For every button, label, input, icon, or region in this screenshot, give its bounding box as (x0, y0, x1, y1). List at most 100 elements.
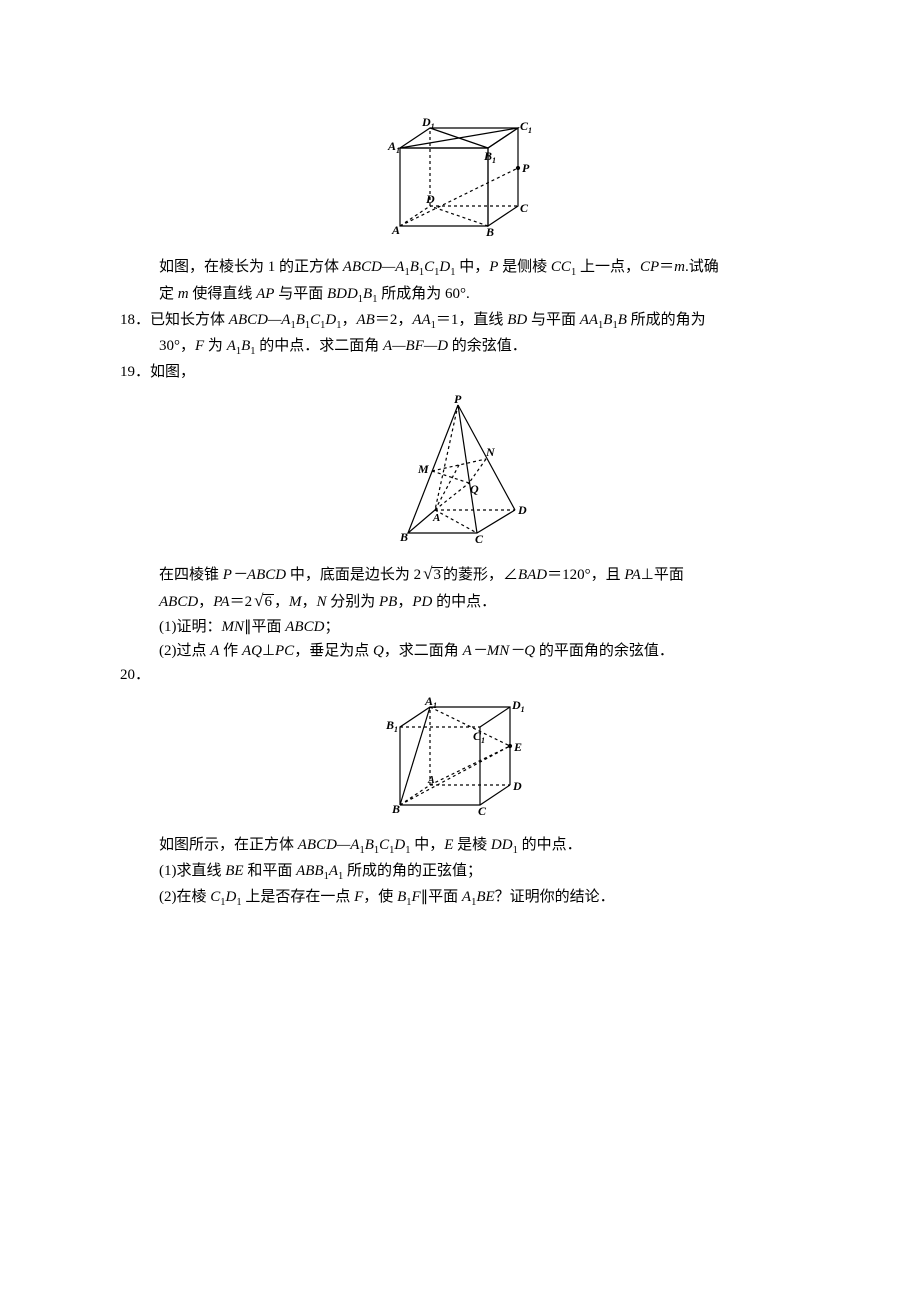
t: DD (491, 837, 513, 853)
t: ＝ (659, 259, 674, 275)
t: B (363, 286, 372, 302)
svg-text:C: C (478, 804, 487, 815)
t: 使得直线 (189, 286, 257, 302)
q18-line2: 30°，F 为 A1B1 的中点．求二面角 A—BF—D 的余弦值． (120, 335, 800, 360)
t: Q (373, 643, 384, 659)
t: D (394, 837, 405, 853)
t: 的菱形，∠ (443, 567, 518, 583)
svg-text:C: C (520, 201, 529, 215)
q19-line2: ABCD，PA＝2√6，M，N 分别为 PB，PD 的中点． (120, 588, 800, 614)
t: 分别为 (327, 594, 380, 610)
svg-text:D: D (512, 779, 522, 793)
q20-diagram: B C D A B1 C1 D1 A1 E (120, 695, 800, 823)
t: A (462, 889, 471, 905)
svg-text:E: E (513, 740, 522, 754)
q17-diagram: A B C D A1 B1 C1 D1 P (120, 108, 800, 246)
t: ， (301, 594, 316, 610)
t: 已知长方体 (150, 312, 229, 328)
t: ABCD (159, 594, 198, 610)
q18-line1: 18．已知长方体 ABCD—A1B1C1D1，AB＝2，AA1＝1，直线 BD … (120, 309, 800, 334)
t: (2)过点 (159, 643, 210, 659)
t: ABCD—A (298, 837, 360, 853)
t: m (178, 286, 189, 302)
t: 的余弦值． (448, 338, 527, 354)
svg-text:D1: D1 (421, 115, 435, 131)
t: 上是否存在一点 (242, 889, 355, 905)
t: ，垂足为点 (294, 643, 373, 659)
t: 所成的角的正弦值； (343, 863, 482, 879)
t: A (227, 338, 236, 354)
t: F (411, 889, 420, 905)
t: BAD (518, 567, 547, 583)
t: AP (256, 286, 274, 302)
svg-text:A1: A1 (424, 695, 437, 710)
t: 中，底面是边长为 2 (286, 567, 421, 583)
q19-num: 19． (120, 364, 150, 380)
t: 中， (410, 837, 444, 853)
t: D (325, 312, 336, 328)
q20-part2: (2)在棱 C1D1 上是否存在一点 F，使 B1F∥平面 A1BE？证明你的结… (120, 886, 800, 911)
q20-part1: (1)求直线 BE 和平面 ABB1A1 所成的角的正弦值； (120, 860, 800, 885)
t: 定 (159, 286, 178, 302)
svg-text:B: B (399, 530, 408, 543)
t: D (439, 259, 450, 275)
svg-text:A1: A1 (387, 139, 400, 155)
t: ？证明你的结论． (495, 889, 615, 905)
t: B (296, 312, 305, 328)
svg-text:P: P (522, 161, 530, 175)
t: B (365, 837, 374, 853)
t: ⊥ (262, 643, 275, 659)
t: 如图， (150, 364, 195, 380)
q17-line2: 定 m 使得直线 AP 与平面 BDD1B1 所成角为 60°. (120, 283, 800, 308)
t: MN (222, 619, 245, 635)
t: 中， (455, 259, 489, 275)
t: C (424, 259, 434, 275)
t: ABCD—A (229, 312, 291, 328)
t: B (410, 259, 419, 275)
t: AB (357, 312, 375, 328)
t: AA (412, 312, 430, 328)
svg-text:Q: Q (470, 482, 479, 496)
q19-diagram: P A B C D M N Q (120, 393, 800, 551)
t: P－ABCD (223, 567, 286, 583)
t: 为 (204, 338, 227, 354)
t: 与平面 (527, 312, 580, 328)
t: PA (213, 594, 229, 610)
t: 在四棱锥 (159, 567, 223, 583)
t: F (195, 338, 204, 354)
sqrt6: √6 (252, 588, 274, 614)
t: C (210, 889, 220, 905)
t: N (316, 594, 326, 610)
t: ABB (296, 863, 324, 879)
t: ＝1，直线 (436, 312, 507, 328)
svg-text:N: N (485, 445, 496, 459)
t: AQ (242, 643, 262, 659)
t: ∥平面 (244, 619, 285, 635)
t: 与平面 (274, 286, 327, 302)
q20-line1: 如图所示，在正方体 ABCD—A1B1C1D1 中，E 是棱 DD1 的中点． (120, 834, 800, 859)
t: B (241, 338, 250, 354)
t: CC (551, 259, 571, 275)
t: 的中点．求二面角 (256, 338, 384, 354)
svg-text:P: P (454, 393, 462, 406)
t: ； (324, 619, 339, 635)
t: D (226, 889, 237, 905)
t: 作 (219, 643, 242, 659)
t: 的平面角的余弦值． (535, 643, 674, 659)
t: ＝2， (375, 312, 413, 328)
t: 是棱 (453, 837, 491, 853)
q18-num: 18． (120, 312, 150, 328)
q17-line1: 如图，在棱长为 1 的正方体 ABCD—A1B1C1D1 中，P 是侧棱 CC1… (120, 256, 800, 281)
q19-part2: (2)过点 A 作 AQ⊥PC，垂足为点 Q，求二面角 A－MN－Q 的平面角的… (120, 640, 800, 663)
t: BE (476, 889, 494, 905)
t: 30°， (159, 338, 195, 354)
t: C (310, 312, 320, 328)
t: CP (640, 259, 659, 275)
t: 所成角为 60°. (377, 286, 469, 302)
svg-text:C: C (475, 532, 484, 543)
t: B (618, 312, 627, 328)
t: A—BF—D (383, 338, 448, 354)
t: 上一点， (576, 259, 640, 275)
t: ，求二面角 (384, 643, 463, 659)
t: ∥平面 (421, 889, 462, 905)
